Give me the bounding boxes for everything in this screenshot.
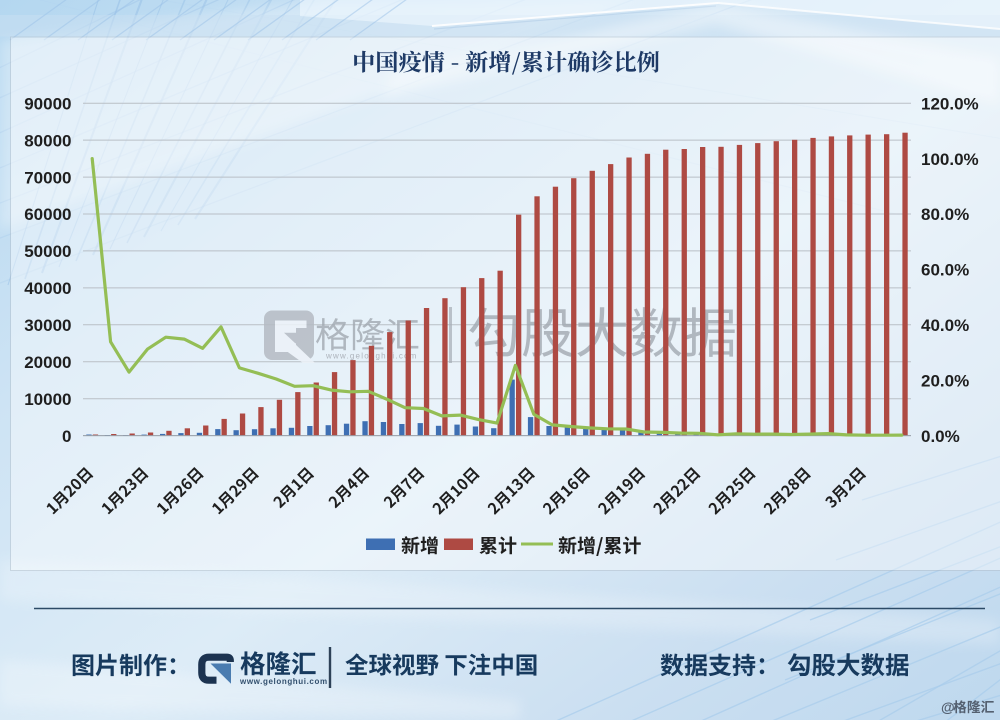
svg-text:40.0%: 40.0% xyxy=(921,316,969,335)
svg-text:60.0%: 60.0% xyxy=(921,261,969,280)
svg-text:30000: 30000 xyxy=(24,316,71,335)
svg-text:0: 0 xyxy=(62,427,71,446)
svg-text:80.0%: 80.0% xyxy=(921,205,969,224)
svg-text:20.0%: 20.0% xyxy=(921,371,969,390)
svg-text:120.0%: 120.0% xyxy=(921,94,979,113)
svg-text:10000: 10000 xyxy=(24,390,71,409)
svg-text:60000: 60000 xyxy=(24,205,71,224)
svg-text:40000: 40000 xyxy=(24,279,71,298)
svg-text:@: @ xyxy=(941,699,955,715)
svg-text:90000: 90000 xyxy=(24,94,71,113)
svg-text:80000: 80000 xyxy=(24,131,71,150)
svg-text:70000: 70000 xyxy=(24,168,71,187)
svg-text:100.0%: 100.0% xyxy=(921,150,979,169)
svg-text:www.gelonghui.com: www.gelonghui.com xyxy=(239,677,328,686)
svg-text:50000: 50000 xyxy=(24,242,71,261)
svg-text:20000: 20000 xyxy=(24,353,71,372)
svg-text:0.0%: 0.0% xyxy=(921,427,960,446)
